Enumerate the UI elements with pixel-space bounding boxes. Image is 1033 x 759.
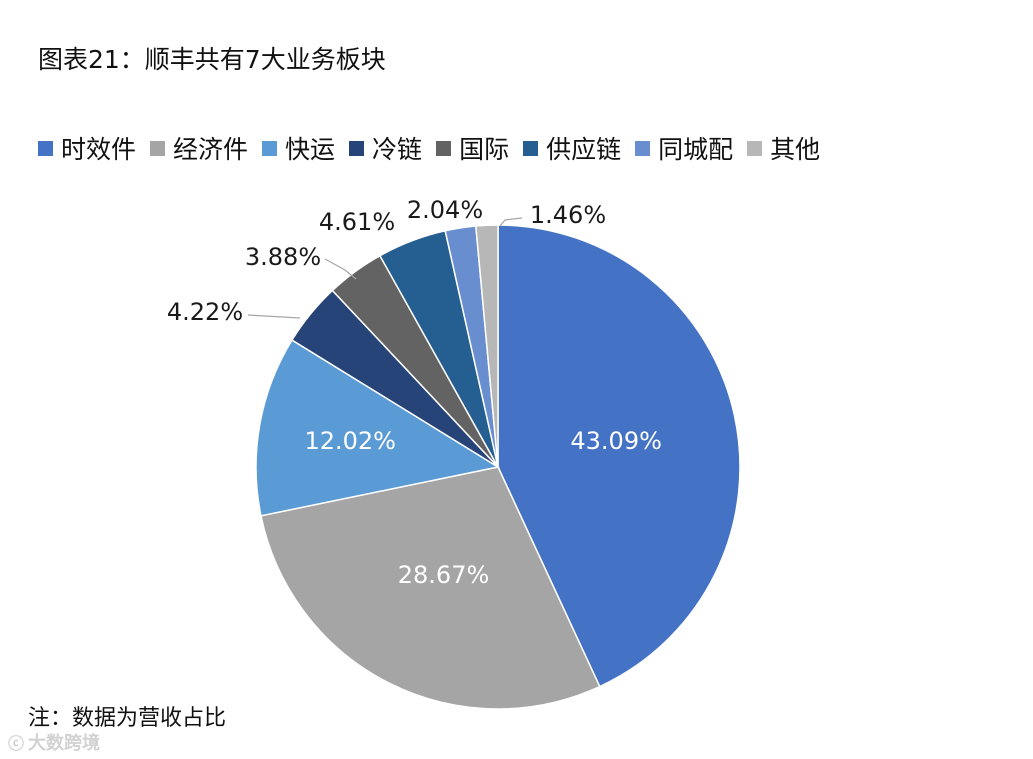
legend-swatch xyxy=(349,140,365,156)
data-label: 1.46% xyxy=(530,201,606,229)
legend-swatch xyxy=(523,140,539,156)
pie-slice xyxy=(497,224,741,688)
legend-item: 供应链 xyxy=(523,130,621,166)
watermark-logo-icon: ⓒ xyxy=(8,734,25,753)
legend-label: 经济件 xyxy=(173,135,249,164)
watermark-text: 大数跨境 xyxy=(28,733,101,754)
legend-label: 供应链 xyxy=(546,135,622,164)
data-label: 43.09% xyxy=(570,427,662,455)
leader-line xyxy=(499,217,523,227)
legend-item: 快运 xyxy=(262,130,335,166)
legend-label: 快运 xyxy=(285,135,336,164)
legend-swatch xyxy=(150,140,166,156)
data-label: 4.22% xyxy=(167,298,243,326)
pie-slice xyxy=(475,224,499,468)
legend-swatch xyxy=(436,140,452,156)
chart-legend: 时效件 经济件 快运 冷链 国际 供应链 同城配 其他 xyxy=(38,130,834,166)
data-label: 3.88% xyxy=(245,243,321,271)
watermark: ⓒ 大数跨境 xyxy=(8,729,100,755)
legend-label: 冷链 xyxy=(372,135,423,164)
legend-label: 国际 xyxy=(459,135,510,164)
chart-title: 图表21：顺丰共有7大业务板块 xyxy=(38,45,386,74)
legend-swatch xyxy=(747,140,763,156)
data-label: 28.67% xyxy=(398,561,490,589)
data-label: 2.04% xyxy=(407,196,483,224)
legend-label: 同城配 xyxy=(658,135,734,164)
legend-swatch xyxy=(38,140,53,156)
legend-item: 时效件 xyxy=(38,130,136,166)
leader-line xyxy=(247,314,301,319)
legend-item: 其他 xyxy=(747,130,820,166)
pie-slice xyxy=(255,339,501,517)
legend-item: 经济件 xyxy=(150,130,248,166)
legend-item: 冷链 xyxy=(349,130,422,166)
legend-swatch xyxy=(635,140,651,156)
pie-slice xyxy=(260,466,601,710)
data-label: 12.02% xyxy=(304,427,396,455)
leader-line xyxy=(324,258,357,280)
legend-label: 其他 xyxy=(770,135,821,164)
data-label: 4.61% xyxy=(319,208,395,236)
chart-note: 注：数据为营收占比 xyxy=(28,706,227,731)
legend-item: 国际 xyxy=(436,130,509,166)
legend-swatch xyxy=(262,140,278,156)
legend-label: 时效件 xyxy=(61,135,137,164)
legend-item: 同城配 xyxy=(635,130,733,166)
